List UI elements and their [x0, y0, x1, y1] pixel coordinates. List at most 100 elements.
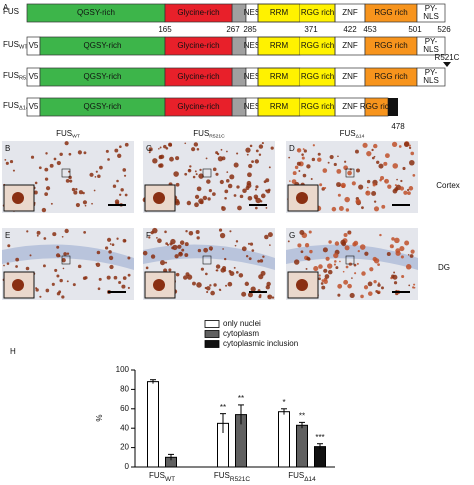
nucleus [184, 142, 187, 145]
nucleus [287, 240, 290, 243]
nucleus [347, 283, 352, 289]
nucleus [148, 236, 151, 239]
nucleus [329, 154, 334, 160]
row-label: FUSWT [3, 40, 28, 51]
domain [416, 36, 446, 56]
nucleus [72, 283, 76, 287]
nucleus [244, 281, 250, 287]
nucleus [159, 146, 162, 149]
nucleus [367, 291, 373, 296]
nucleus [194, 170, 197, 173]
domain [164, 67, 233, 87]
nucleus [358, 184, 364, 190]
nucleus [64, 228, 69, 234]
y-tick-label: 20 [120, 443, 129, 452]
nucleus [403, 141, 410, 148]
domain-outline [257, 97, 336, 117]
nucleus [293, 259, 300, 265]
position-label: 501 [408, 25, 422, 34]
nucleus [49, 163, 54, 168]
nucleus [51, 282, 55, 286]
nucleus [121, 284, 126, 289]
nucleus [94, 176, 97, 178]
nucleus [349, 168, 352, 171]
domain-label: RRM [270, 102, 289, 111]
nucleus [229, 271, 235, 277]
nucleus [267, 232, 273, 238]
nucleus [225, 284, 228, 287]
nucleus [68, 170, 71, 173]
truncation-label: 478 [391, 122, 405, 131]
nucleus [377, 283, 381, 287]
nucleus [114, 199, 120, 204]
nucleus [333, 252, 339, 259]
tag-label: V5 [29, 41, 39, 50]
nucleus [398, 145, 402, 148]
nucleus [248, 257, 252, 261]
nucleus [410, 151, 415, 156]
nucleus [254, 206, 258, 210]
nucleus [106, 275, 111, 280]
domain-label: RGG rich [374, 41, 407, 50]
nucleus [227, 281, 233, 287]
nucleus [306, 256, 310, 261]
nucleus [318, 264, 323, 269]
domain-label: Glycine-rich [177, 41, 219, 50]
nucleus [321, 279, 325, 283]
nucleus [205, 272, 208, 276]
panel-label: A [3, 3, 9, 12]
bar [314, 446, 326, 468]
row-label: FUSΔ14 [3, 101, 29, 112]
nucleus [345, 265, 349, 269]
nucleus [265, 207, 268, 209]
nucleus [178, 251, 183, 256]
nucleus [319, 183, 323, 187]
nucleus [402, 166, 406, 170]
nucleus [35, 288, 39, 292]
nucleus [204, 286, 207, 290]
nucleus [111, 243, 115, 247]
nucleus [118, 281, 122, 285]
nucleus [194, 202, 199, 208]
nucleus [160, 260, 166, 266]
nucleus [206, 179, 211, 184]
domain-label: Glycine-rich [177, 102, 219, 111]
nucleus [226, 171, 229, 173]
nucleus [334, 260, 337, 263]
nucleus [241, 291, 247, 297]
nucleus [407, 253, 410, 256]
nucleus [381, 204, 386, 209]
nucleus [299, 229, 305, 236]
domain [164, 3, 233, 23]
nucleus [361, 271, 366, 276]
significance: ** [299, 411, 305, 420]
nucleus [300, 250, 304, 254]
nucleus [318, 274, 321, 277]
nucleus [197, 248, 202, 253]
nucleus [68, 175, 72, 180]
nucleus [196, 186, 202, 192]
nucleus [91, 202, 93, 205]
nucleus [408, 186, 414, 191]
nucleus [188, 169, 191, 172]
y-tick-label: 80 [120, 385, 129, 394]
nucleus [323, 279, 328, 284]
tissue-band [143, 244, 275, 270]
nucleus [39, 295, 42, 298]
nucleus [169, 156, 174, 162]
nucleus [56, 274, 60, 278]
nucleus [268, 166, 271, 169]
nucleus [405, 264, 412, 270]
nucleus [192, 281, 196, 286]
nucleus [317, 157, 322, 162]
nucleus [355, 198, 361, 205]
nucleus [322, 168, 328, 173]
nucleus [251, 249, 255, 252]
nucleus [361, 206, 364, 210]
nucleus [164, 230, 167, 234]
nucleus [338, 206, 344, 211]
column-label: FUSWT [56, 129, 80, 140]
nucleus [61, 235, 64, 238]
x-tick-sub: R521C [230, 476, 251, 483]
nucleus [262, 255, 265, 258]
